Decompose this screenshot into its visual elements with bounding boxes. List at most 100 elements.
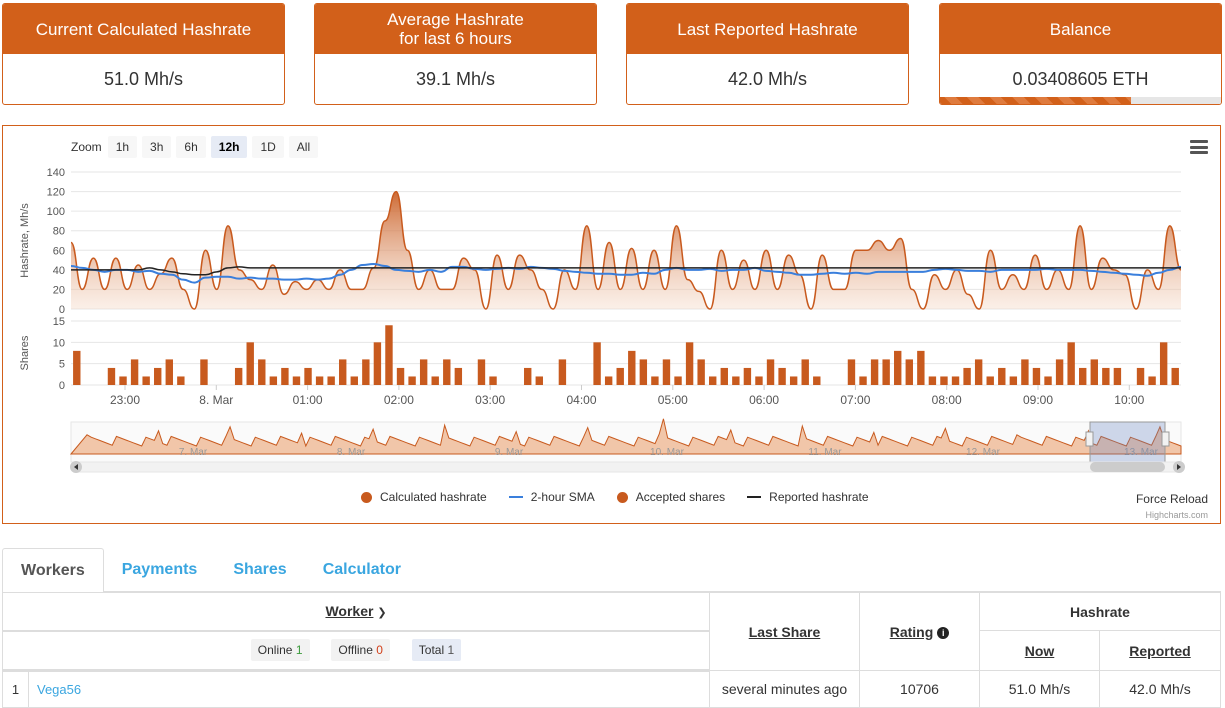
now-cell: 51.0 Mh/s (979, 670, 1100, 708)
share-bar (130, 359, 139, 385)
hashrate-chart: 0 20 40 60 80 100 120 140 0 5 10 15 Hashrate, Mh/s Sh… (2, 125, 1221, 524)
share-bar (720, 367, 728, 385)
force-reload-link[interactable]: Force Reload (1135, 492, 1208, 506)
stat-cards: Current Calculated Hashrate 51.0 Mh/s Av… (0, 0, 1225, 110)
now-header[interactable]: Now (979, 630, 1100, 671)
info-icon[interactable]: i (937, 626, 950, 639)
calculated-hashrate-line (70, 190, 1182, 310)
x-tick-label: 03:00 (475, 393, 505, 407)
rating-header[interactable]: Rating i (859, 592, 980, 671)
legend-label: Accepted shares (635, 490, 726, 504)
zoom-controls: Zoom 1h 3h 6h 12h 1D All (71, 136, 323, 158)
share-bar (882, 359, 890, 385)
share-bar (859, 376, 867, 385)
filter-total-button[interactable]: Total 1 (411, 639, 462, 662)
zoom-3h-button[interactable]: 3h (142, 136, 172, 158)
now-sort-link[interactable]: Now (1024, 642, 1055, 659)
share-bar (477, 359, 486, 385)
chart-credits[interactable]: Highcharts.com (1145, 510, 1208, 520)
share-bar (385, 325, 393, 385)
share-bar (674, 376, 682, 385)
share-bar (870, 359, 879, 385)
hashrate-header: Hashrate (979, 592, 1221, 631)
reported-cell: 42.0 Mh/s (1099, 670, 1221, 708)
navigator-handle-right (1161, 431, 1170, 447)
y-tick-label: 20 (53, 284, 65, 296)
filter-label: Online (257, 643, 293, 658)
worker-filters: Online 1 Offline 0 Total 1 (2, 630, 710, 672)
rating-sort-link[interactable]: Rating (889, 623, 934, 640)
y-axis-title: Hashrate, Mh/s (19, 203, 31, 278)
share-bar (535, 376, 543, 385)
chevron-left-icon (74, 464, 78, 470)
share-bar (1009, 376, 1018, 385)
share-bar (963, 367, 971, 385)
chart-menu-icon[interactable] (1190, 140, 1208, 154)
card-value: 39.1 Mh/s (415, 68, 496, 89)
y-tick-label: 120 (47, 187, 65, 199)
navigator-label: 8. Mar (337, 447, 366, 458)
y-tick-label: 80 (53, 226, 65, 238)
reported-header[interactable]: Reported (1099, 630, 1221, 671)
share-bar (639, 359, 648, 385)
navigator-label: 12. Mar (966, 447, 1001, 458)
legend-2-hour-sma[interactable]: 2-hour SMA (508, 490, 595, 504)
last-reported-hashrate-card: Last Reported Hashrate 42.0 Mh/s (626, 3, 909, 105)
share-bar (281, 367, 289, 385)
x-tick-label: 02:00 (384, 393, 414, 407)
filter-online-button[interactable]: Online 1 (250, 639, 310, 662)
zoom-12h-button[interactable]: 12h (210, 136, 248, 158)
last-share-sort-link[interactable]: Last Share (748, 623, 821, 640)
share-bar (177, 376, 185, 385)
share-bar (685, 342, 694, 385)
tab-payments[interactable]: Payments (121, 561, 198, 578)
zoom-all-button[interactable]: All (288, 136, 319, 158)
card-value: 0.03408605 ETH (1012, 68, 1149, 89)
x-tick-label: 05:00 (658, 393, 688, 407)
navigator-label: 11. Mar (808, 447, 842, 458)
filter-label: Offline (338, 643, 373, 658)
filter-offline-button[interactable]: Offline 0 (331, 639, 390, 662)
zoom-1d-button[interactable]: 1D (252, 136, 284, 158)
share-bar (604, 376, 613, 385)
worker-sort-link[interactable]: Worker (325, 603, 374, 620)
tab-workers[interactable]: Workers (2, 548, 104, 593)
share-bar (1102, 367, 1110, 385)
share-bar (1090, 359, 1098, 385)
filter-label: Total (418, 643, 445, 658)
last-share-header[interactable]: Last Share (709, 592, 860, 671)
card-title: Balance (940, 4, 1221, 54)
share-bar (1021, 359, 1029, 385)
share-bar (1032, 367, 1041, 385)
current-hashrate-card: Current Calculated Hashrate 51.0 Mh/s (2, 3, 285, 105)
share-bar (778, 367, 786, 385)
balance-progress-fill (940, 97, 1132, 104)
share-bar (327, 376, 335, 385)
online-count: 1 (295, 643, 303, 658)
reported-sort-link[interactable]: Reported (1129, 642, 1191, 659)
share-bar (73, 350, 81, 385)
legend-dot (361, 491, 372, 503)
card-title: Last Reported Hashrate (627, 4, 908, 54)
zoom-6h-button[interactable]: 6h (176, 136, 206, 158)
reported-hashrate-line (70, 266, 1181, 276)
chart-legend: Calculated hashrate 2-hour SMA Accepted … (361, 490, 891, 504)
tab-shares[interactable]: Shares (233, 561, 287, 578)
tab-calculator[interactable]: Calculator (322, 561, 401, 578)
worker-name-cell: Vega56 (28, 670, 710, 708)
zoom-1h-button[interactable]: 1h (107, 136, 138, 158)
legend-line (508, 496, 523, 498)
legend-reported-hashrate[interactable]: Reported hashrate (747, 490, 869, 504)
legend-accepted-shares[interactable]: Accepted shares (616, 490, 726, 504)
share-bar (894, 350, 902, 385)
card-title: Current Calculated Hashrate (3, 4, 284, 54)
legend-calculated-hashrate[interactable]: Calculated hashrate (361, 490, 487, 504)
share-bar (1055, 359, 1064, 385)
worker-link[interactable]: Vega56 (37, 682, 82, 697)
share-bar (1148, 376, 1156, 385)
worker-header[interactable]: Worker ❯ (2, 592, 710, 632)
share-bar (766, 359, 775, 385)
tab-bar: Workers Payments Shares Calculator (2, 548, 1221, 593)
share-bar (847, 359, 856, 385)
share-bar (1136, 367, 1145, 385)
